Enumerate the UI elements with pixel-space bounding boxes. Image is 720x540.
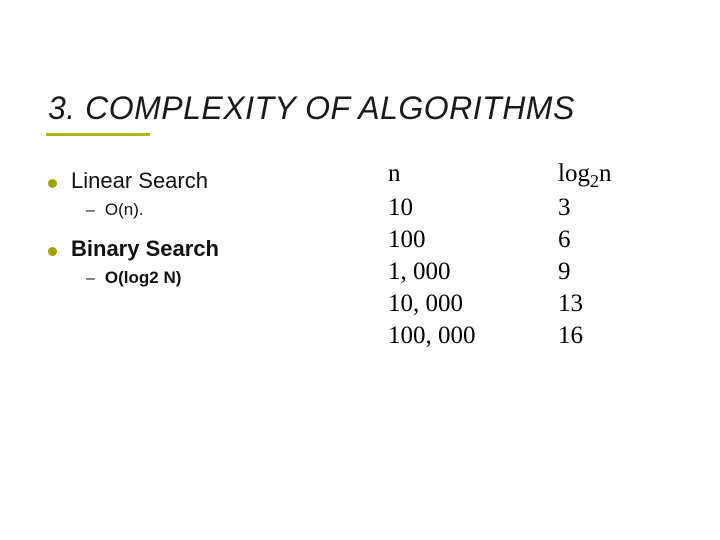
log-prefix: log: [558, 160, 590, 187]
log-suffix: n: [599, 160, 612, 187]
list-item: Linear Search: [48, 168, 328, 194]
table-cell: 13: [558, 288, 658, 320]
accent-line: [46, 133, 150, 136]
table-header-n: n: [388, 158, 558, 190]
bullet-dot-icon: [48, 247, 57, 256]
bullet-dash-icon: –: [86, 202, 95, 220]
table-column-n: n 10 100 1, 000 10, 000 100, 000: [388, 158, 558, 352]
page-title: 3. COMPLEXITY OF ALGORITHMS: [48, 90, 672, 127]
log-subscript: 2: [590, 171, 599, 191]
bullet-dash-icon: –: [86, 270, 95, 288]
slide: 3. COMPLEXITY OF ALGORITHMS Linear Searc…: [0, 0, 720, 540]
table-column-log: log2n 3 6 9 13 16: [558, 158, 658, 352]
list-item-label: Binary Search: [71, 236, 219, 262]
list-item: Binary Search: [48, 236, 328, 262]
table-cell: 16: [558, 320, 658, 352]
list-subitem-label: O(n).: [105, 200, 144, 220]
table-header-log: log2n: [558, 158, 658, 190]
table-cell: 6: [558, 224, 658, 256]
table-cell: 9: [558, 256, 658, 288]
table-cell: 10: [388, 192, 558, 224]
complexity-table: n 10 100 1, 000 10, 000 100, 000 log2n 3…: [388, 158, 658, 352]
table-cell: 1, 000: [388, 256, 558, 288]
list-subitem: – O(log2 N): [86, 268, 328, 288]
list-subitem: – O(n).: [86, 200, 328, 220]
list-item-label: Linear Search: [71, 168, 208, 194]
bullets-list: Linear Search – O(n). Binary Search – O(…: [48, 164, 328, 304]
content-row: Linear Search – O(n). Binary Search – O(…: [48, 164, 672, 352]
table-cell: 3: [558, 192, 658, 224]
bullet-dot-icon: [48, 179, 57, 188]
list-subitem-label: O(log2 N): [105, 268, 182, 288]
table-cell: 100: [388, 224, 558, 256]
table-cell: 100, 000: [388, 320, 558, 352]
table-cell: 10, 000: [388, 288, 558, 320]
